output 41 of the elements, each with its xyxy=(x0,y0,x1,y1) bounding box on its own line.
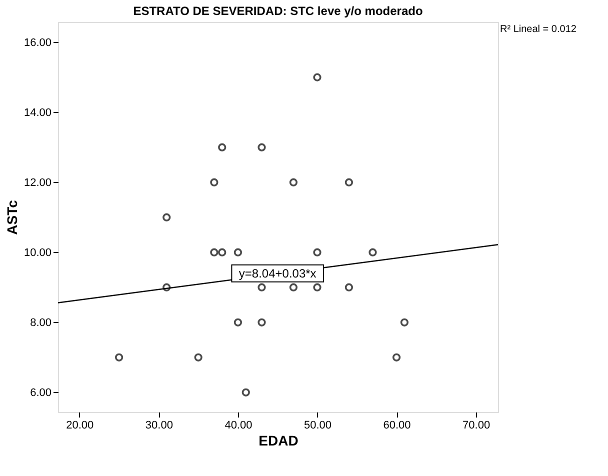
point xyxy=(218,143,226,152)
x-tick-label: 20.00 xyxy=(66,420,94,432)
y-tick-label: 10.00 xyxy=(24,246,52,259)
point xyxy=(400,318,409,326)
x-tick-label: 70.00 xyxy=(462,420,490,432)
point xyxy=(289,178,298,186)
point xyxy=(313,283,322,292)
point xyxy=(258,143,266,152)
point xyxy=(344,283,354,292)
y-axis-title: ASTc xyxy=(4,200,20,235)
annotation: y=8.04+0.03*x xyxy=(238,266,316,280)
point xyxy=(313,248,322,256)
y-tick-label: 16.00 xyxy=(24,36,52,49)
y-tick-label: 12.00 xyxy=(24,176,52,189)
x-tick-label: 30.00 xyxy=(145,420,173,432)
point xyxy=(234,248,242,256)
y-tick-label: 6.00 xyxy=(30,386,52,399)
point xyxy=(313,73,322,82)
point xyxy=(242,388,250,396)
point xyxy=(344,178,354,186)
chart-title: ESTRATO DE SEVERIDAD: STC leve y/o moderado xyxy=(133,4,423,18)
point xyxy=(194,353,202,362)
point xyxy=(218,248,226,256)
text: R² Lineal = 0.012 xyxy=(500,24,577,35)
point xyxy=(210,178,218,186)
point xyxy=(162,213,171,222)
point xyxy=(258,318,266,326)
point xyxy=(234,318,242,326)
point xyxy=(258,283,266,292)
x-tick-label: 40.00 xyxy=(224,420,252,432)
point xyxy=(114,353,124,362)
point xyxy=(162,283,171,292)
y-tick-label: 8.00 xyxy=(30,316,52,329)
y-tick-label: 14.00 xyxy=(24,106,52,119)
x-axis-title: EDAD xyxy=(258,432,298,448)
point xyxy=(368,248,377,256)
point xyxy=(392,353,401,362)
x-tick-label: 60.00 xyxy=(383,420,411,432)
point xyxy=(289,283,298,292)
point xyxy=(210,248,218,256)
x-tick-label: 50.00 xyxy=(304,420,332,432)
